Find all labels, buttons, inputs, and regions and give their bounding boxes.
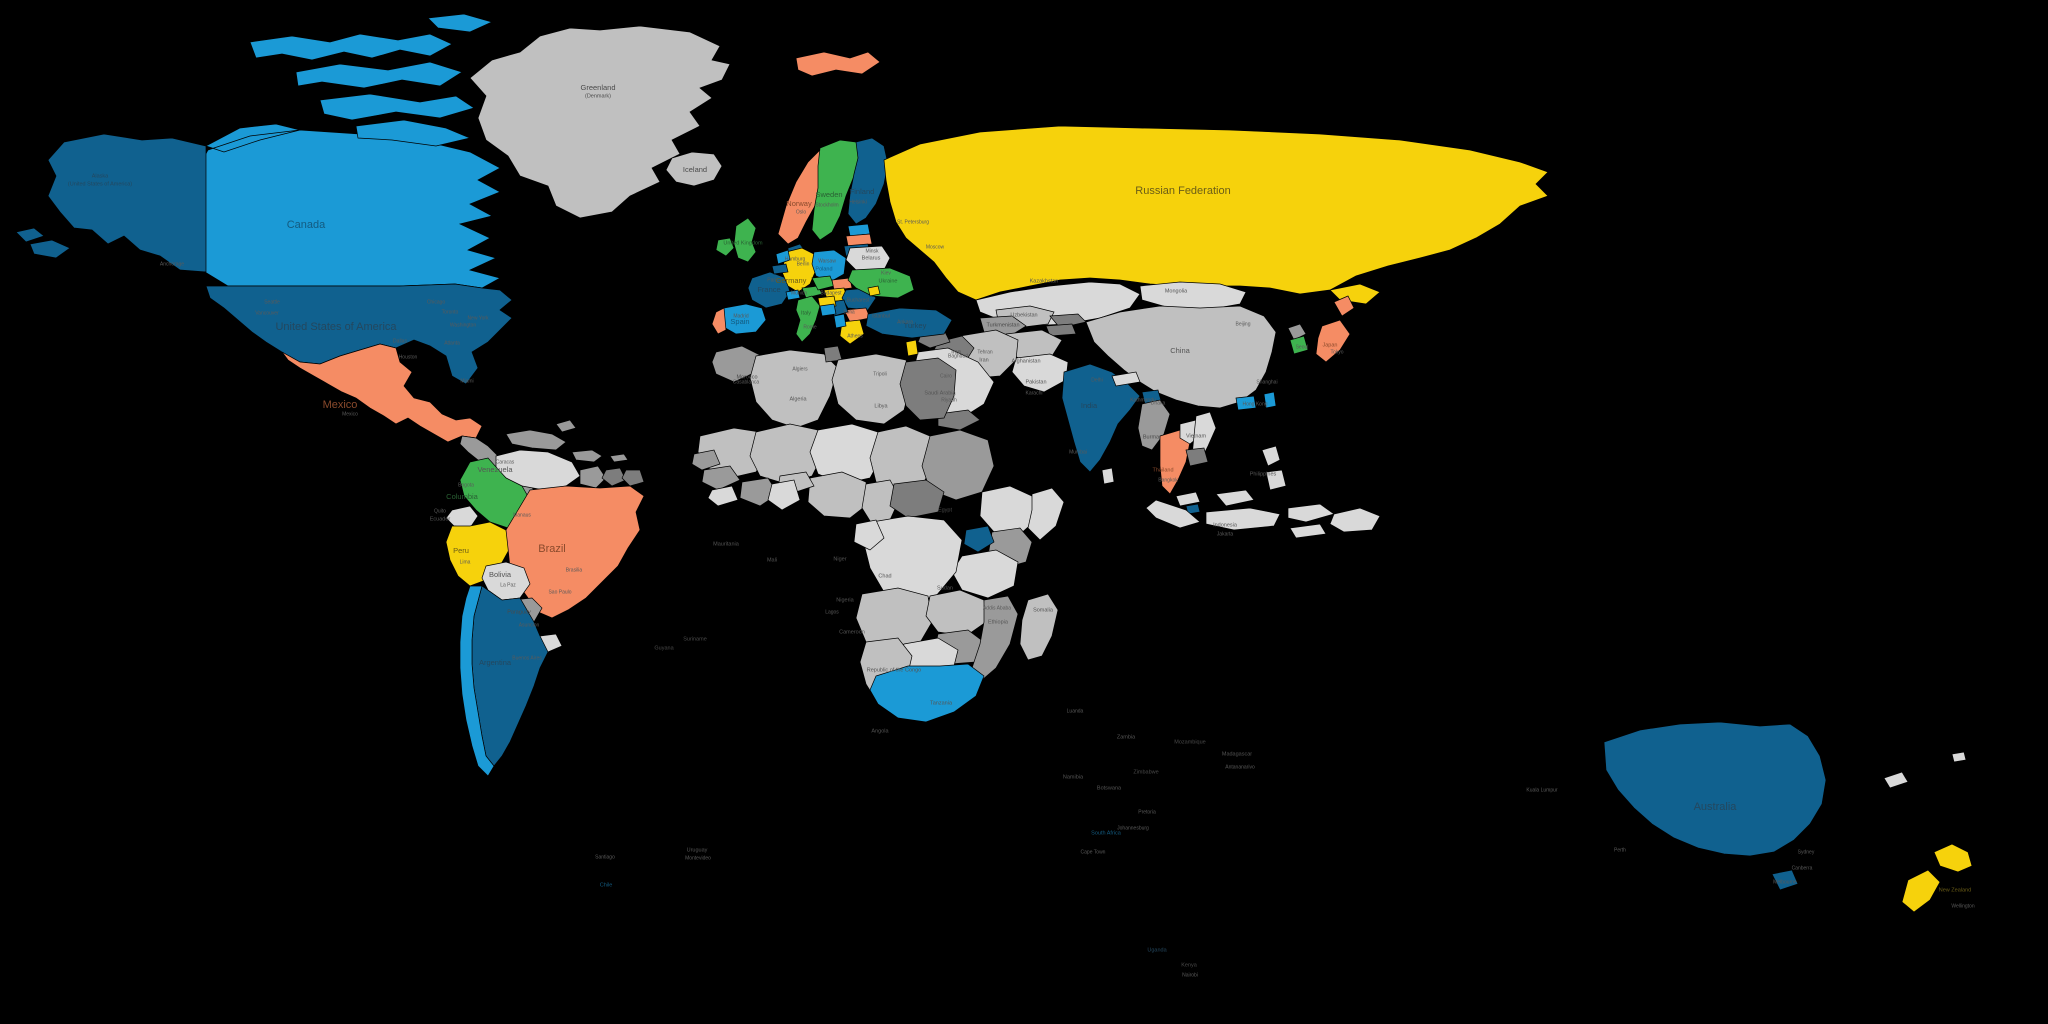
country-guinea[interactable] xyxy=(702,466,740,490)
country-tajikistan[interactable] xyxy=(1046,324,1076,336)
region-iceland[interactable] xyxy=(666,152,722,186)
country-moldova[interactable] xyxy=(868,286,880,296)
country-belarus[interactable] xyxy=(846,246,890,270)
country-cambodia[interactable] xyxy=(1186,448,1208,466)
island-fiji[interactable] xyxy=(1952,752,1966,762)
country-algeria[interactable] xyxy=(750,350,838,428)
island-new-caledonia[interactable] xyxy=(1884,772,1908,788)
country-israel[interactable] xyxy=(906,340,918,356)
country-finland[interactable] xyxy=(848,138,888,224)
country-senegal[interactable] xyxy=(692,450,720,470)
country-mexico[interactable] xyxy=(282,344,482,442)
region-russia[interactable] xyxy=(884,126,1548,304)
country-pakistan[interactable] xyxy=(1012,354,1068,392)
country-albania[interactable] xyxy=(834,314,846,328)
country-russian-federation[interactable] xyxy=(884,126,1548,304)
country-french-guiana[interactable] xyxy=(622,470,644,486)
country-morocco[interactable] xyxy=(712,346,762,382)
country-new-zealand[interactable] xyxy=(1902,844,1972,912)
country-chile[interactable] xyxy=(460,586,494,776)
country-gabon[interactable] xyxy=(854,520,884,550)
country-uganda[interactable] xyxy=(964,526,994,552)
country-ghana[interactable] xyxy=(768,480,800,510)
country-somalia[interactable] xyxy=(1028,488,1064,540)
country-south-korea[interactable] xyxy=(1290,336,1308,354)
country-iceland[interactable] xyxy=(666,152,722,186)
country-nigeria[interactable] xyxy=(808,472,868,518)
country-liberia[interactable] xyxy=(708,486,738,506)
country-niger[interactable] xyxy=(810,424,882,484)
country-bosnia[interactable] xyxy=(820,304,836,316)
country-austria[interactable] xyxy=(802,286,822,298)
country-germany[interactable] xyxy=(782,248,816,292)
region-greenland[interactable] xyxy=(470,26,730,218)
region-asia[interactable] xyxy=(866,282,1354,538)
country-china[interactable] xyxy=(1086,306,1276,408)
region-europe[interactable] xyxy=(712,52,914,344)
country-mozambique[interactable] xyxy=(972,596,1018,680)
country-australia[interactable] xyxy=(1604,722,1826,890)
country-hong-kong[interactable] xyxy=(1236,396,1256,410)
country-latvia[interactable] xyxy=(846,234,872,246)
country-belgium[interactable] xyxy=(772,264,788,274)
region-oceania[interactable] xyxy=(1330,508,1972,912)
caribbean-bahamas[interactable] xyxy=(556,420,576,432)
region-africa[interactable] xyxy=(692,346,1064,722)
country-ireland[interactable] xyxy=(716,238,734,256)
country-alaska[interactable] xyxy=(16,134,206,272)
country-mali[interactable] xyxy=(750,424,824,484)
country-brazil[interactable] xyxy=(506,486,644,618)
country-slovakia[interactable] xyxy=(832,278,852,290)
country-papua-new-guinea[interactable] xyxy=(1330,508,1380,532)
country-united-kingdom[interactable] xyxy=(734,218,756,262)
country-italy[interactable] xyxy=(796,296,820,342)
caribbean-puerto-rico[interactable] xyxy=(610,454,628,462)
country-japan[interactable] xyxy=(1316,296,1354,362)
country-yemen[interactable] xyxy=(938,410,980,430)
country-guyana[interactable] xyxy=(580,466,606,488)
country-switzerland[interactable] xyxy=(786,290,800,300)
country-south-africa[interactable] xyxy=(870,664,984,722)
country-poland[interactable] xyxy=(812,250,846,282)
country-central-african-republic[interactable] xyxy=(890,480,944,518)
country-suriname[interactable] xyxy=(602,468,626,486)
country-svalbard[interactable] xyxy=(796,52,880,76)
caribbean-hispaniola[interactable] xyxy=(572,450,602,462)
region-north-america[interactable] xyxy=(16,14,628,498)
country-indonesia[interactable] xyxy=(1146,500,1334,538)
country-greenland[interactable] xyxy=(470,26,730,218)
country-mongolia[interactable] xyxy=(1140,282,1246,310)
country-canada[interactable] xyxy=(182,124,500,288)
country-nepal[interactable] xyxy=(1112,372,1140,386)
country-portugal[interactable] xyxy=(712,308,726,334)
country-ethiopia[interactable] xyxy=(980,486,1036,536)
country-philippines[interactable] xyxy=(1262,446,1286,490)
caribbean-cuba[interactable] xyxy=(506,430,566,450)
country-ukraine[interactable] xyxy=(848,268,914,298)
country-malaysia[interactable] xyxy=(1176,490,1254,506)
country-madagascar[interactable] xyxy=(1020,594,1058,660)
country-burma[interactable] xyxy=(1138,400,1170,450)
region-south-america[interactable] xyxy=(446,450,644,776)
country-united-states[interactable] xyxy=(206,284,512,384)
country-north-korea[interactable] xyxy=(1288,324,1306,340)
country-libya[interactable] xyxy=(832,354,912,424)
country-netherlands[interactable] xyxy=(776,250,790,264)
country-sri-lanka[interactable] xyxy=(1102,468,1114,484)
country-zambia[interactable] xyxy=(926,590,986,636)
country-egypt[interactable] xyxy=(900,358,956,420)
country-taiwan[interactable] xyxy=(1264,392,1276,408)
canada-arctic-islands[interactable] xyxy=(250,14,492,146)
country-turkey[interactable] xyxy=(866,308,952,338)
